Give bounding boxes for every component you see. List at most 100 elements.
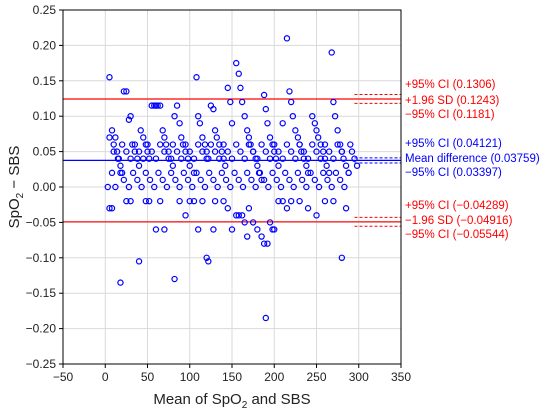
data-point <box>201 183 209 191</box>
data-point <box>138 183 145 191</box>
data-point <box>140 155 147 162</box>
data-point <box>341 183 348 191</box>
data-point <box>197 176 204 184</box>
data-point <box>210 226 217 233</box>
ref-label-lower-loa-ci-lo: −95% CI (−0.05544) <box>405 229 509 241</box>
data-point <box>332 169 340 177</box>
data-point <box>309 141 316 148</box>
data-point <box>298 176 306 184</box>
y-tick-label: 0.20 <box>33 38 57 52</box>
data-point <box>328 183 335 191</box>
x-tick-label: 300 <box>349 370 369 384</box>
data-point <box>249 219 257 226</box>
data-point <box>199 197 206 205</box>
data-point <box>123 148 130 155</box>
x-tick-label: 0 <box>102 370 109 384</box>
data-point <box>210 176 217 184</box>
data-point <box>207 141 215 148</box>
data-point <box>260 240 268 247</box>
data-point <box>248 176 255 184</box>
data-point <box>264 120 271 127</box>
data-point <box>315 183 323 191</box>
data-point <box>271 141 278 148</box>
y-axis-ticks: −0.25 −0.20 −0.15 −0.10 −0.05 0.00 0.05 0.10 0.1… <box>26 3 63 371</box>
data-point <box>275 197 282 205</box>
data-point <box>287 148 295 155</box>
data-point <box>120 88 128 95</box>
reference-line-labels: +95% CI (0.1306) +1.96 SD (0.1243) −95% CI… <box>405 79 540 241</box>
data-point <box>169 162 177 169</box>
data-point <box>320 169 327 177</box>
data-point <box>228 120 236 127</box>
data-point <box>159 176 166 184</box>
data-point <box>228 155 236 162</box>
data-point <box>239 183 247 191</box>
data-point <box>129 169 137 177</box>
ref-label-upper-loa-ci-lo: −95% CI (0.1181) <box>405 109 495 121</box>
data-point <box>266 134 274 141</box>
data-point <box>155 169 162 177</box>
data-point <box>304 169 312 177</box>
data-point <box>171 112 178 120</box>
ref-label-mean-ci-hi: +95% CI (0.04121) <box>405 138 502 150</box>
data-point <box>336 176 344 184</box>
data-point <box>193 169 200 177</box>
data-point <box>159 127 166 134</box>
ref-label-mean-ci-lo: −95% CI (0.03397) <box>405 167 502 179</box>
data-point <box>279 155 286 162</box>
data-point <box>110 148 117 155</box>
data-point <box>264 240 271 247</box>
data-point <box>220 155 227 162</box>
data-point <box>104 183 111 191</box>
x-tick-label: −50 <box>53 370 74 384</box>
data-point <box>331 112 339 120</box>
data-point <box>228 226 236 233</box>
data-point <box>272 155 280 162</box>
data-point <box>135 258 143 265</box>
data-point <box>117 162 124 169</box>
data-point <box>313 148 320 155</box>
ref-label-lower-loa: −1.96 SD (−0.04916) <box>405 215 513 227</box>
data-point <box>162 141 170 148</box>
data-point <box>292 155 299 162</box>
data-point <box>176 183 183 191</box>
data-point <box>338 254 346 261</box>
data-point <box>244 233 251 240</box>
data-point <box>161 134 168 141</box>
data-point <box>201 141 209 148</box>
data-point <box>127 155 134 162</box>
data-point <box>193 74 200 81</box>
data-point <box>134 176 141 184</box>
data-point <box>304 155 312 162</box>
data-point <box>287 197 295 205</box>
data-point <box>300 148 308 155</box>
data-point <box>156 102 164 109</box>
data-point <box>196 120 204 127</box>
data-point <box>129 141 136 148</box>
data-point <box>265 183 272 191</box>
data-point <box>146 176 154 184</box>
data-point <box>260 91 268 99</box>
data-point <box>283 141 291 148</box>
data-point <box>227 98 234 106</box>
data-point <box>336 141 344 148</box>
data-point <box>169 141 177 148</box>
data-point <box>178 134 185 141</box>
data-point <box>260 176 268 184</box>
data-point <box>330 197 337 205</box>
data-point <box>127 112 134 120</box>
data-point <box>241 155 248 162</box>
data-point <box>224 84 231 92</box>
data-point <box>294 169 302 177</box>
data-point <box>317 141 324 148</box>
data-point <box>342 205 350 212</box>
data-point <box>203 254 210 261</box>
y-axis-label-main: SpO <box>6 198 23 228</box>
data-point <box>317 155 324 162</box>
data-point <box>244 127 251 134</box>
y-axis-label-sub: 2 <box>15 192 26 198</box>
ref-label-upper-loa-ci-hi: +95% CI (0.1306) <box>405 79 496 91</box>
data-point <box>233 212 240 219</box>
data-point <box>108 127 116 134</box>
data-point <box>303 162 310 169</box>
